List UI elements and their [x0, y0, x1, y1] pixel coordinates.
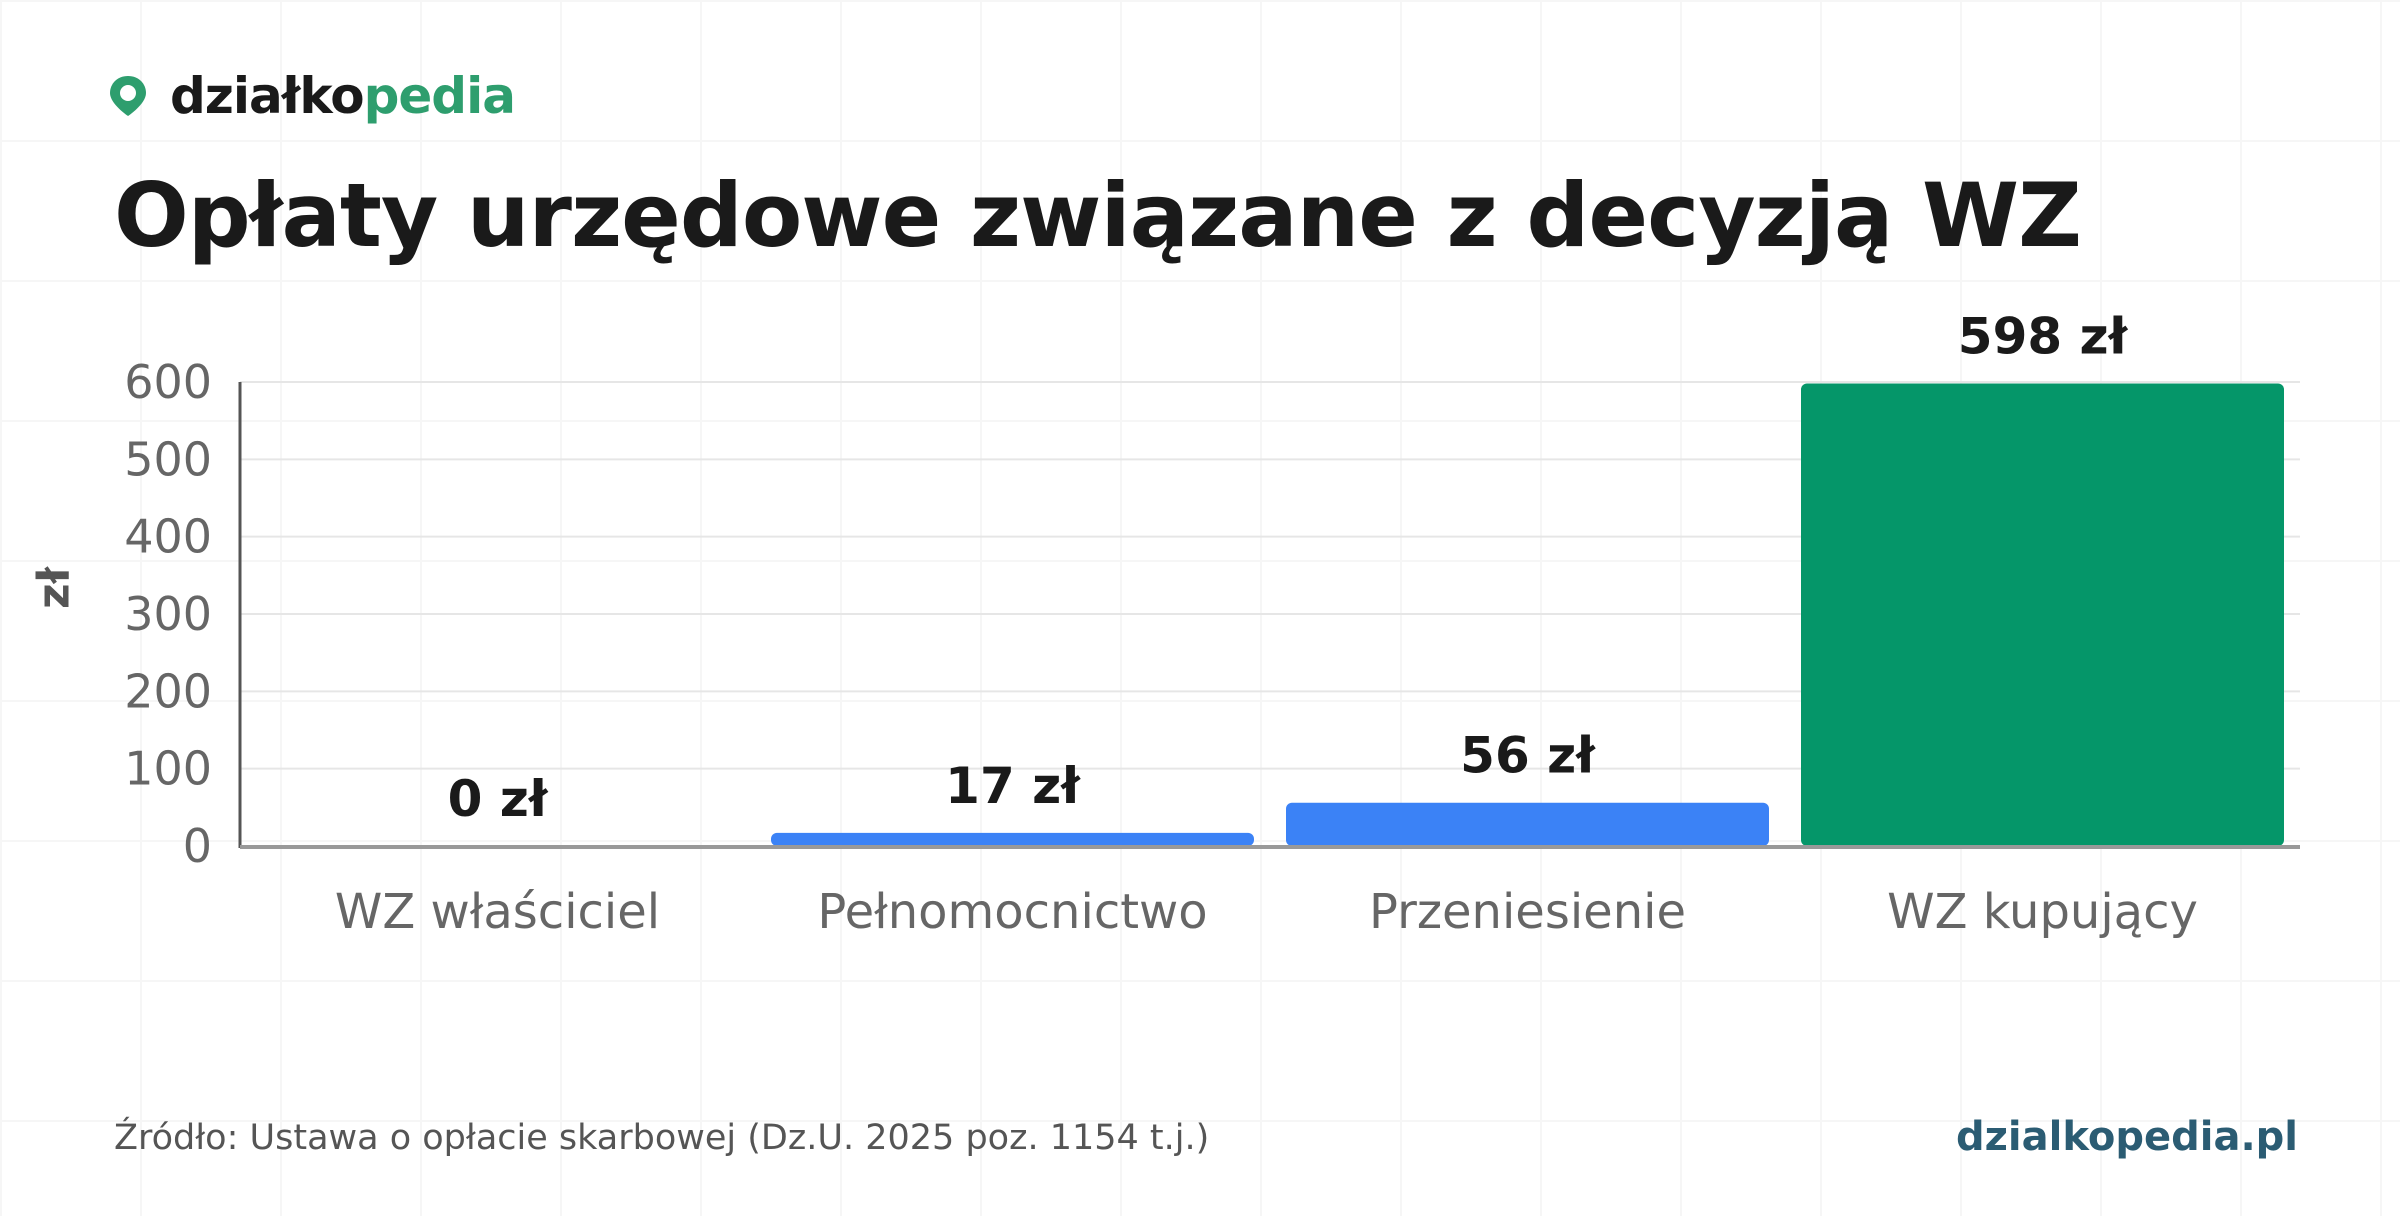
- y-tick-label: 600: [124, 355, 212, 409]
- site-url: dzialkopedia.pl: [1956, 1114, 2298, 1160]
- brand-name: działkopedia: [170, 71, 516, 121]
- value-label: 598 zł: [1958, 308, 2129, 366]
- brand-logo: działkopedia: [108, 66, 516, 126]
- value-label: 17 zł: [945, 757, 1081, 815]
- axes: [238, 382, 2300, 849]
- x-tick-label: WZ kupujący: [1887, 884, 2198, 940]
- bar: [771, 832, 1254, 846]
- value-label: 0 zł: [448, 770, 549, 828]
- y-tick-label: 300: [124, 587, 212, 641]
- brand-name-part2: pedia: [363, 67, 516, 125]
- brand-name-part1: działko: [170, 67, 365, 125]
- x-tick-label: WZ właściciel: [335, 884, 660, 940]
- y-tick-label: 100: [124, 742, 212, 796]
- y-tick-label: 500: [124, 432, 212, 486]
- y-tick-label: 200: [124, 664, 212, 718]
- y-axis-label: zł: [29, 565, 80, 609]
- y-tick-label: 0: [183, 819, 212, 873]
- map-pin-icon: [110, 76, 146, 116]
- bar: [1801, 383, 2284, 846]
- bar: [1286, 802, 1769, 846]
- y-tick-labels: 0 100 200 300 400 500 600: [124, 355, 212, 873]
- bars: [771, 383, 2284, 846]
- x-tick-labels: WZ właściciel Pełnomocnictwo Przeniesienie…: [335, 884, 2198, 940]
- y-tick-label: 400: [124, 510, 212, 564]
- source-note: Źródło: Ustawa o opłacie skarbowej (Dz.U…: [114, 1118, 1210, 1158]
- x-tick-label: Pełnomocnictwo: [817, 884, 1207, 940]
- x-tick-label: Przeniesienie: [1369, 884, 1686, 940]
- chart-title: Opłaty urzędowe związane z decyzją WZ: [114, 164, 2082, 267]
- value-label: 56 zł: [1460, 727, 1596, 785]
- value-labels: 0 zł 17 zł 56 zł 598 zł: [448, 308, 2129, 828]
